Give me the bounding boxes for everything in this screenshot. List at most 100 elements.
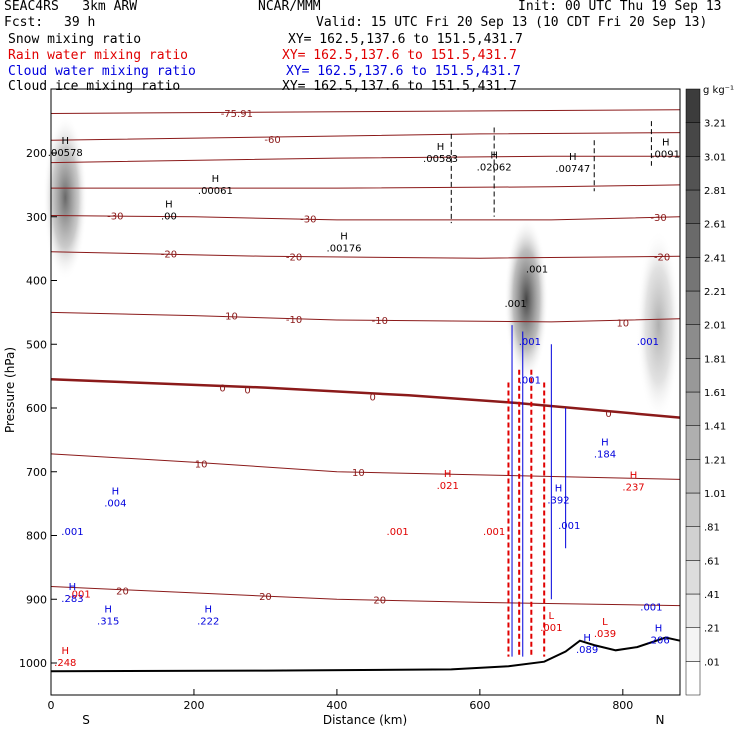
- extremum-value: .004: [104, 498, 126, 509]
- colorbar-swatch: [685, 560, 701, 595]
- y-tick-label: 800: [26, 530, 47, 543]
- extremum-value: .001: [519, 375, 541, 386]
- contour-label: -30: [107, 211, 123, 222]
- contour-label: -30: [300, 215, 316, 226]
- extremum-value: .001: [558, 521, 580, 532]
- x-tick-label: 800: [612, 699, 633, 712]
- colorbar-label: 2.01: [704, 321, 726, 332]
- isotherm--60: [50, 132, 681, 141]
- colorbar-swatch: [685, 88, 701, 123]
- init-label: Init: 00 UTC Thu 19 Sep 13: [518, 0, 722, 14]
- y-tick-label: 700: [26, 466, 47, 479]
- colorbar-label: .41: [704, 590, 720, 601]
- isotherm--75.91: [50, 109, 681, 114]
- extremum-value: .00: [161, 212, 177, 223]
- x-tick-label: 400: [326, 699, 347, 712]
- snow-maximum: [636, 229, 681, 421]
- colorbar-label: 1.01: [704, 489, 726, 500]
- extremum-value: .001: [483, 527, 505, 538]
- colorbar-swatch: [685, 189, 701, 224]
- extremum-mark: H: [112, 486, 120, 497]
- colorbar-swatch: [685, 425, 701, 460]
- colorbar-label: 2.41: [704, 253, 726, 264]
- field-xy-rain: XY= 162.5,137.6 to 151.5,431.7: [282, 48, 517, 63]
- contour-label: -10: [372, 316, 388, 327]
- isotherm--20: [50, 251, 681, 259]
- field-xy-cloud-ice: XY= 162.5,137.6 to 151.5,431.7: [282, 79, 517, 94]
- endpoint-right: N: [656, 713, 665, 727]
- colorbar-label: .81: [704, 523, 720, 534]
- colorbar-swatch: [685, 627, 701, 662]
- field-name-cloud-ice: Cloud ice mixing ratio: [8, 79, 181, 94]
- contour-label: 10: [616, 319, 629, 330]
- extremum-mark: L: [549, 611, 555, 622]
- x-tick-label: 600: [469, 699, 490, 712]
- extremum-value: .001: [61, 527, 83, 538]
- extremum-value: .001: [540, 623, 562, 634]
- y-tick-label: 500: [26, 338, 47, 351]
- colorbar-swatch: [685, 122, 701, 157]
- contour-label: 20: [373, 595, 386, 606]
- isotherm-20: [50, 586, 681, 607]
- extremum-value: .392: [547, 495, 569, 506]
- contour-label: -20: [161, 250, 177, 261]
- field-name-rain: Rain water mixing ratio: [8, 48, 189, 63]
- x-tick-label: 200: [183, 699, 204, 712]
- contour-label: 0: [369, 393, 375, 404]
- extremum-value: .001: [526, 264, 548, 275]
- extremum-mark: H: [655, 624, 663, 635]
- colorbar-swatch: [685, 324, 701, 359]
- extremum-value: .089: [576, 645, 598, 656]
- y-tick-label: 1000: [19, 657, 47, 670]
- contour-label: 20: [259, 592, 272, 603]
- colorbar-swatch: [685, 290, 701, 325]
- extremum-value: .00578: [48, 148, 83, 159]
- extremum-mark: L: [602, 617, 608, 628]
- colorbar-label: 2.81: [704, 186, 726, 197]
- extremum-mark: H: [62, 646, 70, 657]
- isotherm--40: [51, 184, 681, 189]
- extremum-value: .021: [437, 481, 459, 492]
- colorbar-swatch: [685, 459, 701, 494]
- y-tick-label: 200: [26, 147, 47, 160]
- contour-label: 0: [219, 384, 225, 395]
- extremum-mark: H: [104, 604, 112, 615]
- extremum-value: .237: [622, 483, 644, 494]
- extremum-value: .00061: [198, 186, 233, 197]
- extremum-mark: H: [630, 471, 638, 482]
- isotherm-10: [50, 453, 681, 480]
- x-axis-label: Distance (km): [323, 713, 407, 727]
- colorbar-swatch: [685, 526, 701, 561]
- y-tick-label: 400: [26, 275, 47, 288]
- y-axis-label: Pressure (hPa): [3, 347, 17, 433]
- extremum-mark: H: [165, 200, 173, 211]
- fcst-value: 39 h: [64, 15, 96, 30]
- colorbar-label: .21: [704, 624, 720, 635]
- colorbar-label: 1.21: [704, 455, 726, 466]
- plot-frame: [50, 88, 681, 696]
- extremum-value: .248: [54, 658, 76, 669]
- contour-label: -75.91: [221, 109, 253, 120]
- extremum-value: .00583: [423, 154, 458, 165]
- extremum-value: .0091: [651, 150, 680, 161]
- colorbar-swatch: [685, 156, 701, 191]
- extremum-value: .00176: [327, 243, 362, 254]
- colorbar-label: 1.61: [704, 388, 726, 399]
- extremum-value: .039: [594, 629, 616, 640]
- extremum-value: .02062: [477, 162, 512, 173]
- colorbar-label: 2.61: [704, 220, 726, 231]
- contour-label: -10: [286, 315, 302, 326]
- colorbar-swatch: [685, 257, 701, 292]
- valid-label: Valid: 15 UTC Fri 20 Sep 13 (10 CDT Fri …: [316, 15, 708, 30]
- colorbar-unit: g kg⁻¹: [703, 85, 734, 96]
- colorbar-label: .61: [704, 556, 720, 567]
- extremum-mark: H: [212, 174, 220, 185]
- extremum-mark: H: [490, 150, 498, 161]
- y-tick-label: 600: [26, 402, 47, 415]
- contour-label: 20: [116, 586, 129, 597]
- contour-label: 0: [244, 386, 250, 397]
- extremum-mark: H: [437, 142, 445, 153]
- terrain-line: [50, 636, 681, 673]
- y-tick-label: 900: [26, 593, 47, 606]
- contour-label: -10: [222, 312, 238, 323]
